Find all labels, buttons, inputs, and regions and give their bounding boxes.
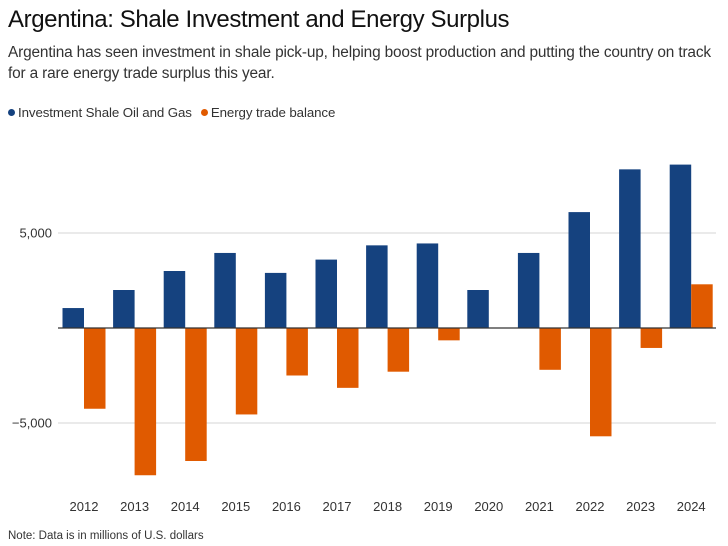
legend-dot-investment-icon [8, 109, 15, 116]
bar-trade-balance [84, 328, 106, 409]
bar-investment [416, 243, 439, 328]
x-tick-label: 2022 [576, 499, 605, 514]
x-tick-label: 2021 [525, 499, 554, 514]
x-tick-label: 2024 [677, 499, 706, 514]
bar-investment [214, 252, 236, 328]
bar-trade-balance [286, 328, 308, 376]
bar-investment [315, 259, 337, 328]
x-tick-label: 2019 [424, 499, 453, 514]
bar-trade-balance [438, 328, 460, 341]
bar-trade-balance [337, 328, 359, 388]
bar-trade-balance [539, 328, 561, 370]
chart-subtitle: Argentina has seen investment in shale p… [8, 44, 711, 82]
x-tick-label: 2012 [70, 499, 99, 514]
bar-trade-balance [691, 284, 713, 328]
x-tick-label: 2015 [221, 499, 250, 514]
chart-title: Argentina: Shale Investment and Energy S… [8, 6, 510, 33]
bar-investment [366, 245, 388, 328]
legend-label-trade-balance: Energy trade balance [210, 105, 336, 120]
y-tick-label: 5,000 [19, 226, 52, 241]
x-tick-label: 2017 [323, 499, 352, 514]
legend: Investment Shale Oil and Gas Energy trad… [8, 105, 344, 120]
bar-investment [62, 308, 84, 328]
bars [62, 164, 713, 476]
bar-investment [467, 290, 489, 328]
footnote: Note: Data is in millions of U.S. dollar… [8, 530, 204, 542]
bar-investment [264, 272, 287, 328]
bar-investment [669, 164, 692, 328]
legend-dot-trade-balance-icon [200, 109, 208, 116]
x-axis-labels: 2012 2013 2014 2015 2016 2017 2018 2019 2020 2021… [70, 499, 706, 514]
bar-investment [619, 169, 641, 328]
bar-investment [163, 271, 186, 328]
x-tick-label: 2014 [171, 499, 200, 514]
bar-trade-balance [134, 328, 157, 476]
bar-trade-balance [387, 328, 410, 372]
x-tick-label: 2016 [272, 499, 301, 514]
bar-investment [113, 290, 135, 328]
x-tick-label: 2023 [626, 499, 655, 514]
y-axis-labels: −5,000 5,000 [12, 226, 52, 431]
legend-label-investment: Investment Shale Oil and Gas [18, 105, 192, 120]
bar-trade-balance [185, 328, 207, 461]
bar-investment [517, 252, 540, 328]
legend-item-investment: Investment Shale Oil and Gas [8, 105, 192, 120]
bar-trade-balance [590, 328, 612, 437]
legend-item-trade-balance: Energy trade balance [200, 105, 336, 120]
bar-trade-balance [235, 328, 258, 415]
x-tick-label: 2013 [120, 499, 149, 514]
x-tick-label: 2020 [474, 499, 503, 514]
x-tick-label: 2018 [373, 499, 402, 514]
bar-trade-balance [640, 328, 663, 348]
bar-investment [568, 212, 590, 328]
y-tick-label: −5,000 [12, 416, 52, 431]
